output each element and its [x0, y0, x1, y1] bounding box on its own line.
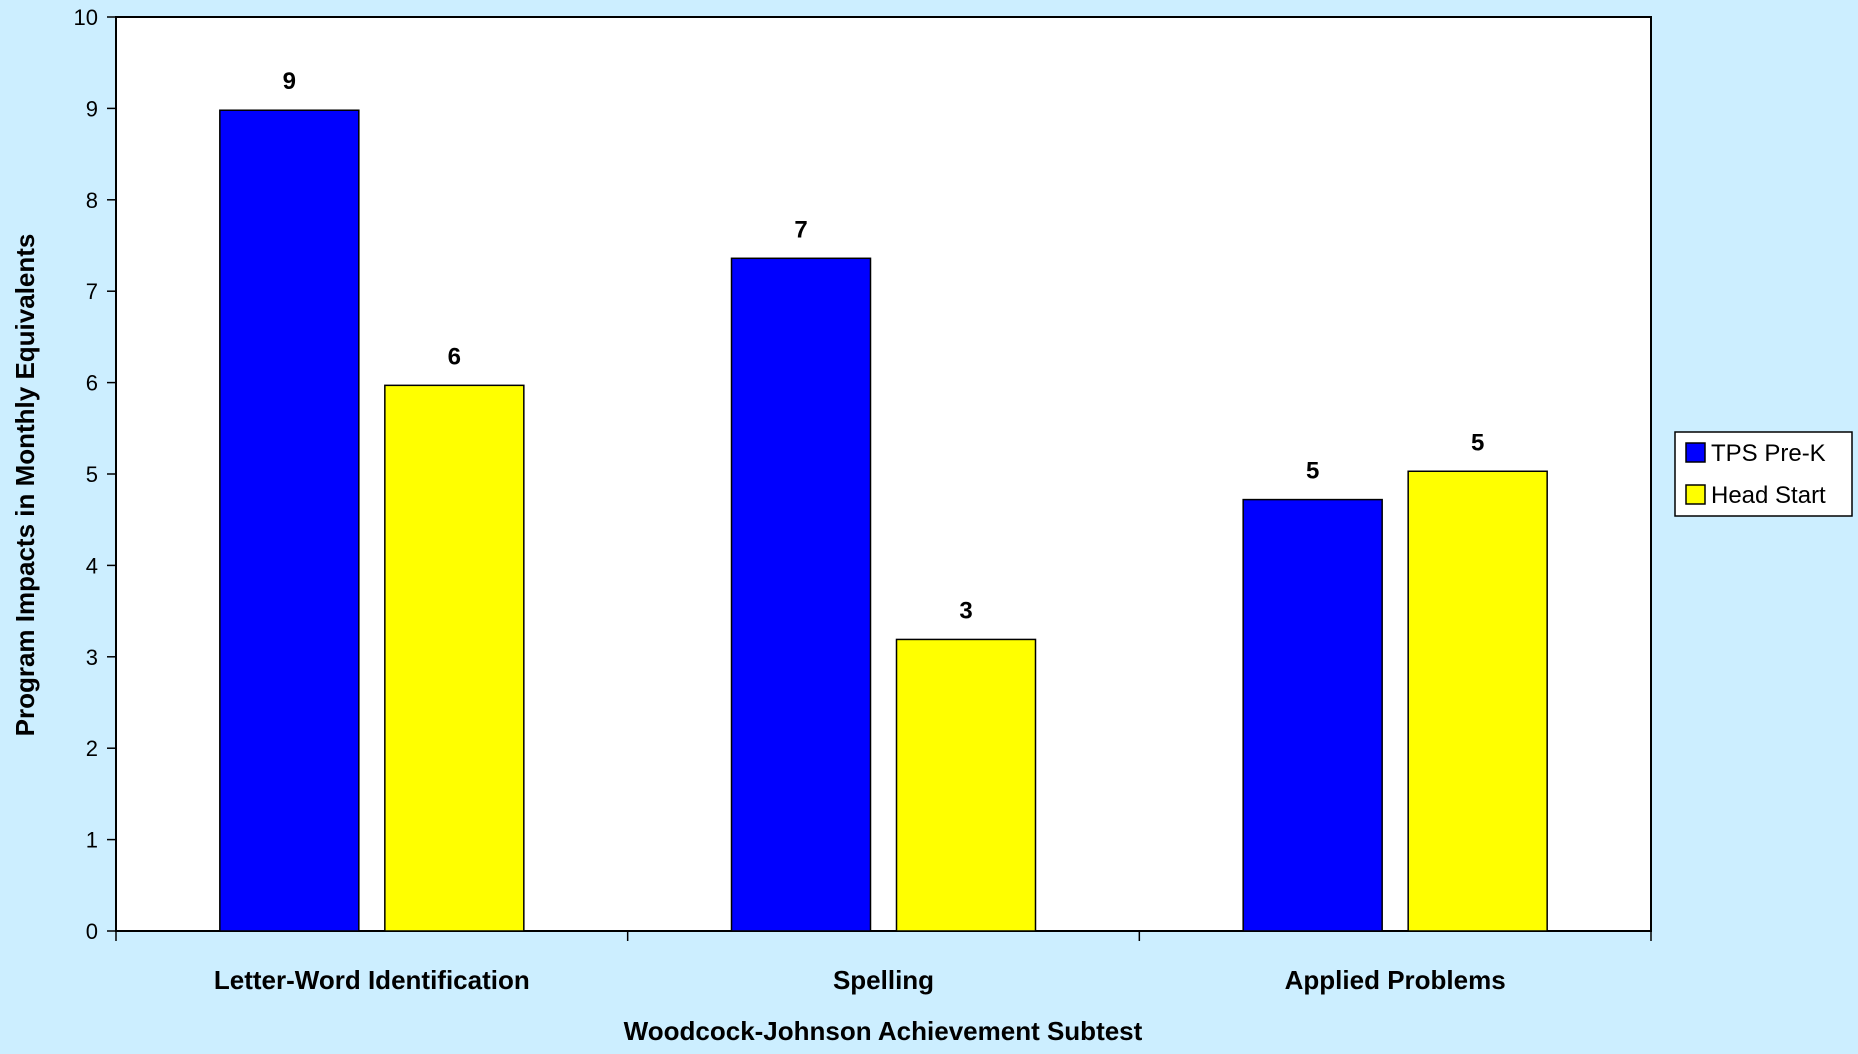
y-axis-title: Program Impacts in Monthly Equivalents	[10, 234, 40, 737]
bar-value-label: 7	[794, 216, 807, 243]
y-tick-label: 4	[86, 553, 98, 578]
y-tick-label: 3	[86, 645, 98, 670]
bar-value-label: 6	[448, 343, 461, 370]
y-tick-label: 6	[86, 371, 98, 396]
y-tick-label: 0	[86, 919, 98, 944]
x-category-label: Spelling	[833, 965, 934, 995]
y-tick-label: 1	[86, 828, 98, 853]
y-tick-label: 10	[74, 5, 98, 30]
x-axis: Letter-Word Identification Spelling Applie…	[115, 931, 1652, 995]
bar-head-start	[895, 638, 1037, 932]
y-tick-label: 5	[86, 462, 98, 487]
bar-head-start	[384, 384, 525, 932]
bar-tps-pre-k	[219, 109, 360, 932]
y-axis: 0 1 2 3 4 5 6 7 8 9 10	[74, 5, 116, 944]
bars-group	[219, 109, 1548, 932]
y-tick-label: 7	[86, 279, 98, 304]
bar-tps-pre-k	[730, 257, 872, 932]
bar-value-label: 5	[1471, 429, 1484, 456]
data-labels-group: 9 6 7 3 5 5	[283, 68, 1485, 624]
x-category-label: Letter-Word Identification	[214, 965, 530, 995]
x-axis-title: Woodcock-Johnson Achievement Subtest	[624, 1016, 1143, 1046]
y-tick-label: 2	[86, 736, 98, 761]
legend-label: Head Start	[1711, 482, 1826, 509]
bar-value-label: 9	[283, 68, 296, 95]
legend-swatch	[1685, 484, 1706, 505]
legend: TPS Pre-K Head Start	[1674, 431, 1853, 517]
x-category-label: Applied Problems	[1285, 965, 1506, 995]
plot-area	[115, 16, 1652, 932]
bar-tps-pre-k	[1242, 498, 1383, 932]
y-tick-label: 9	[86, 96, 98, 121]
bar-value-label: 5	[1306, 458, 1319, 485]
legend-label: TPS Pre-K	[1711, 440, 1826, 467]
bar-value-label: 3	[959, 597, 972, 624]
bar-head-start	[1407, 470, 1548, 932]
y-tick-label: 8	[86, 188, 98, 213]
legend-swatch	[1685, 442, 1706, 463]
